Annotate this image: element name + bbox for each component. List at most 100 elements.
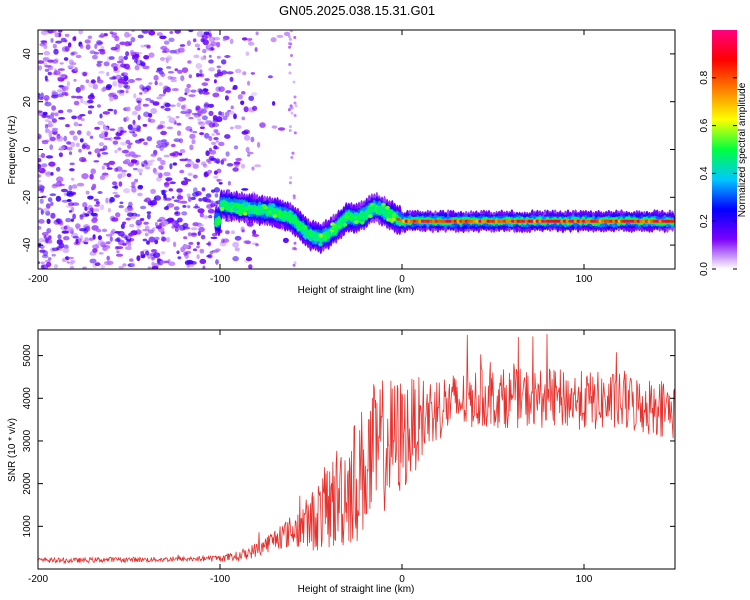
spectrogram-cell <box>39 198 44 204</box>
spectrogram-cell <box>211 141 217 145</box>
spectrogram-cell <box>176 130 182 136</box>
spectrogram-cell <box>208 110 214 116</box>
spectrogram-cell <box>59 62 64 65</box>
spectrogram-cell <box>178 224 186 231</box>
spectrogram-cell <box>360 220 365 225</box>
spectrogram-cell <box>169 31 174 34</box>
spectrogram-cell <box>187 172 193 177</box>
spectrogram-cell <box>179 169 185 174</box>
spectrogram-cell <box>145 250 150 256</box>
spectrogram-cell <box>226 163 234 167</box>
spectrogram-cell <box>64 33 70 38</box>
colorbar-ticks: 0.0 0.2 0.4 0.6 0.8 <box>699 70 737 276</box>
spectrogram-cell <box>99 50 106 55</box>
spectrogram-cell <box>132 119 136 125</box>
spectrogram-cell <box>51 118 58 123</box>
spectrogram-cell <box>196 254 200 259</box>
spectrogram-cell <box>215 248 221 252</box>
spectrogram-cell <box>46 227 52 234</box>
spectrogram-cell <box>53 70 61 76</box>
spectrogram-cell <box>72 236 80 239</box>
spectrogram-cell <box>207 103 215 108</box>
spectrogram-cell <box>75 54 82 59</box>
spectrogram-cell <box>70 62 77 66</box>
spectrogram-cell <box>156 140 163 146</box>
colorbar-tick-label: 0.0 <box>699 262 710 276</box>
spectrogram-cell <box>128 201 133 208</box>
spectrogram-cell <box>142 103 150 107</box>
spectrogram-cell <box>57 234 62 240</box>
spectrogram-cell <box>44 101 52 107</box>
spectrogram-cell <box>369 202 375 207</box>
spectrogram-cell <box>47 71 52 76</box>
spectrogram-cell <box>603 219 608 223</box>
spectrogram-cell <box>70 141 76 148</box>
x-tick-label: -200 <box>28 274 48 285</box>
spectrogram-cell <box>302 234 308 239</box>
spectrogram-cell <box>248 41 255 46</box>
spectrogram-cell <box>118 181 123 187</box>
spectrogram-cell <box>186 40 191 46</box>
spectrogram-cell <box>147 266 152 269</box>
spectrogram-cell <box>159 120 166 125</box>
spectrogram-y-ticks: -40 -20 0 20 40 <box>22 48 675 252</box>
spectrogram-cell <box>47 197 53 203</box>
spectrogram-cell <box>82 72 88 77</box>
spectrogram-cell <box>94 262 101 267</box>
spectrogram-cell <box>92 208 100 212</box>
spectrogram-cell <box>224 111 230 118</box>
spectrogram-cell <box>111 217 119 222</box>
spectrogram-cell <box>152 227 156 232</box>
spectrogram-cell <box>52 131 58 135</box>
colorbar: 0.0 0.2 0.4 0.6 0.8 Normalized spectral ampl… <box>699 30 748 276</box>
spectrogram-cell <box>87 210 93 214</box>
spectrogram-cell <box>97 76 101 82</box>
spectrogram-cell <box>232 167 239 172</box>
spectrogram-cell <box>168 37 175 42</box>
spectrogram-cell <box>282 237 289 243</box>
spectrogram-cell <box>208 54 212 58</box>
spectrogram-cell <box>43 95 50 101</box>
spectrogram-x-axis-label: Height of straight line (km) <box>298 285 415 296</box>
spectrogram-cell <box>60 188 68 193</box>
spectrogram-cell <box>39 249 46 253</box>
spectrogram-cell <box>122 263 127 267</box>
spectrogram-cell <box>161 139 167 143</box>
spectrogram-cell <box>65 205 73 208</box>
spectrogram-cell <box>150 201 156 206</box>
spectrogram-cell <box>84 39 91 44</box>
spectrogram-cell <box>57 76 62 80</box>
spectrogram-cell <box>117 78 125 84</box>
spectrogram-cell <box>176 102 181 108</box>
spectrogram-cell <box>95 243 99 249</box>
spectrogram-cell <box>136 255 141 262</box>
spectrogram-cell <box>212 122 220 128</box>
spectrogram-cell <box>293 95 297 99</box>
spectrogram-cell <box>153 74 159 81</box>
spectrogram-cell <box>93 160 100 163</box>
spectrogram-cell <box>137 59 141 65</box>
spectrogram-cell <box>211 189 216 193</box>
spectrogram-cell <box>44 123 49 129</box>
spectrogram-cell <box>109 76 117 80</box>
spectrogram-cell <box>224 219 231 222</box>
spectrogram-cell <box>80 158 87 163</box>
y-tick-label: 2000 <box>22 472 33 495</box>
spectrogram-cell <box>170 79 177 83</box>
spectrogram-cell <box>252 234 260 237</box>
spectrogram-cell <box>367 214 373 219</box>
spectrogram-cell <box>294 247 297 251</box>
spectrogram-cell <box>146 211 152 214</box>
spectrogram-cell <box>240 100 245 106</box>
spectrogram-cell <box>238 212 243 216</box>
spectrogram-cell <box>250 136 255 143</box>
spectrogram-cell <box>131 181 136 186</box>
spectrogram-cell <box>164 85 168 88</box>
spectrogram-cell <box>73 67 78 72</box>
spectrogram-cell <box>276 34 284 39</box>
spectrogram-cell <box>80 44 84 49</box>
spectrogram-cell <box>612 219 616 223</box>
spectrogram-cell <box>180 110 188 115</box>
spectrogram-cell <box>49 193 57 197</box>
spectrogram-cell <box>168 117 176 124</box>
